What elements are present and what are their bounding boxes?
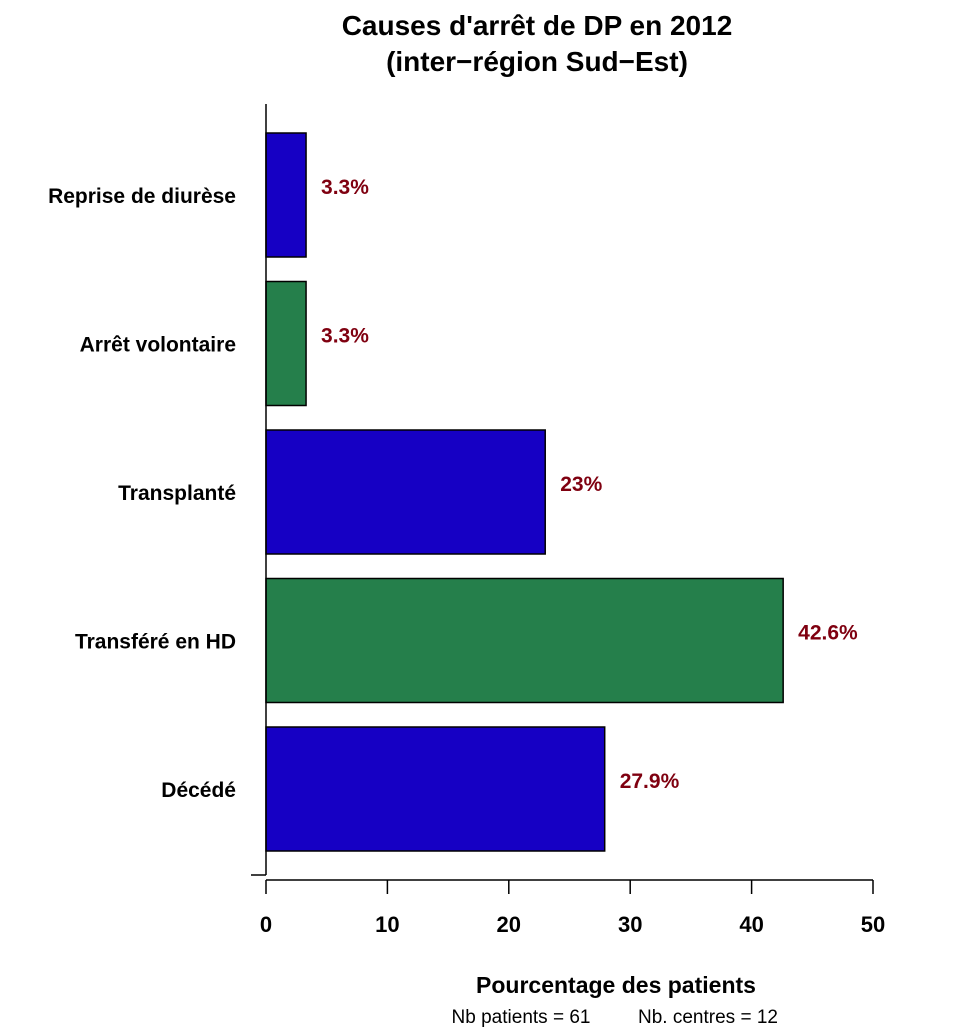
value-label-transfere-en-hd: 42.6%: [798, 622, 858, 645]
category-label-arret-volontaire: Arrêt volontaire: [80, 334, 236, 357]
x-tick-label-30: 30: [618, 912, 642, 937]
x-tick-label-40: 40: [739, 912, 763, 937]
bar-transplante: [265, 429, 546, 555]
bar-arret-volontaire: [265, 280, 307, 407]
category-label-decede: Décédé: [161, 779, 236, 802]
footer-patients: Nb patients = 61: [452, 1007, 591, 1028]
category-label-transplante: Transplanté: [118, 482, 236, 505]
bars-group: [265, 132, 784, 852]
x-tick-label-20: 20: [497, 912, 521, 937]
value-label-arret-volontaire: 3.3%: [321, 325, 369, 348]
category-label-transfere-en-hd: Transféré en HD: [75, 631, 236, 654]
x-tick-label-0: 0: [260, 912, 272, 937]
footer-centres: Nb. centres = 12: [638, 1007, 778, 1028]
bar-transfere-en-hd: [265, 577, 784, 704]
chart-title: Causes d'arrêt de DP en 2012: [341, 10, 733, 41]
value-label-decede: 27.9%: [620, 770, 680, 793]
x-axis: 0 10 20 30 40 50: [260, 879, 885, 937]
x-tick-label-50: 50: [861, 912, 885, 937]
x-tick-label-10: 10: [375, 912, 399, 937]
value-labels: 3.3% 3.3% 23% 42.6% 27.9%: [321, 176, 858, 793]
bar-reprise-de-diurese: [265, 132, 307, 258]
category-label-reprise-de-diurese: Reprise de diurèse: [48, 185, 236, 208]
value-label-transplante: 23%: [560, 473, 602, 496]
value-label-reprise-de-diurese: 3.3%: [321, 176, 369, 199]
bar-decede: [265, 726, 606, 852]
chart-subtitle: (inter−région Sud−Est): [386, 46, 688, 77]
category-labels: Reprise de diurèse Arrêt volontaire Transp…: [48, 185, 236, 802]
x-axis-title: Pourcentage des patients: [476, 972, 756, 998]
